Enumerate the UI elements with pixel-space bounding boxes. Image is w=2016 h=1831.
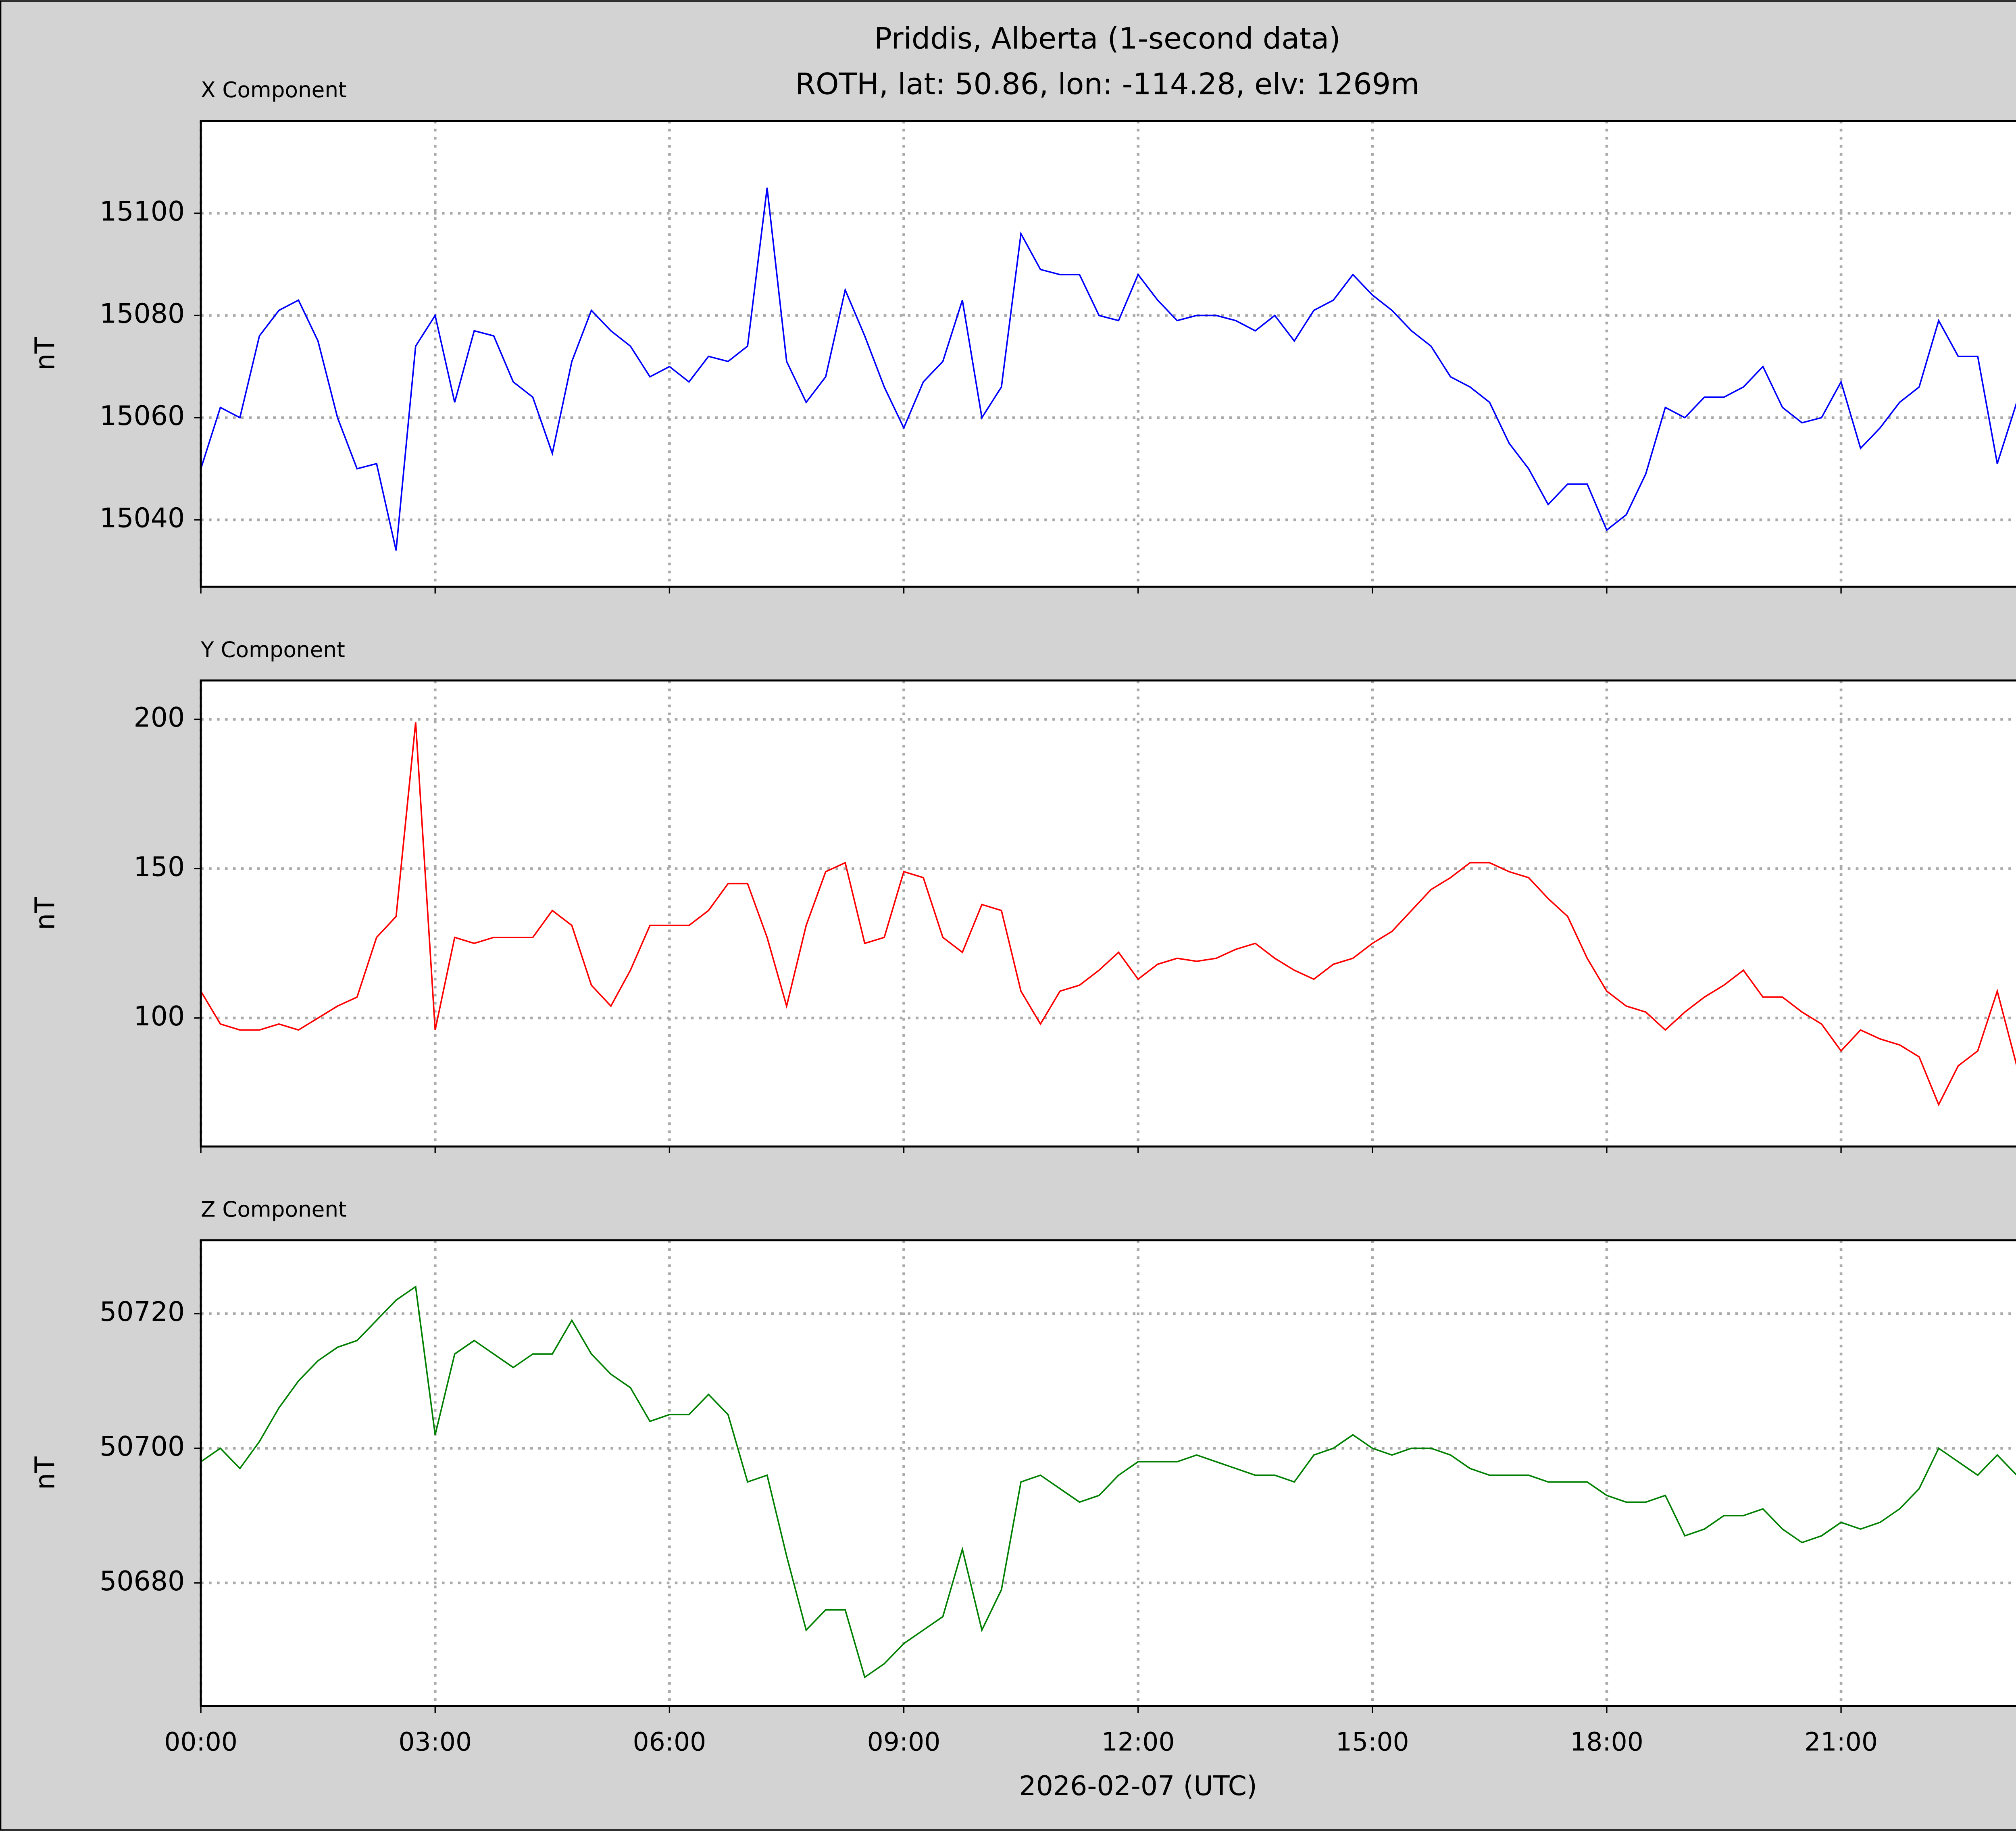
plot-frame: [200, 120, 2016, 588]
plot-frame: [200, 679, 2016, 1148]
series-group: [201, 1285, 2016, 1679]
y-tick-label: 100: [134, 1000, 185, 1032]
data-line: [201, 722, 2016, 1107]
y-axis-label: nT: [29, 1456, 60, 1490]
x-tick-label: 18:00: [1570, 1727, 1643, 1756]
x-tick-label: 21:00: [1804, 1727, 1878, 1756]
plot-area: [201, 680, 2016, 1147]
x-tick-label: 06:00: [633, 1727, 706, 1756]
figure-subtitle: ROTH, lat: 50.86, lon: -114.28, elv: 126…: [795, 67, 1419, 101]
data-line: [201, 187, 2016, 551]
y-tick-label: 15040: [100, 502, 185, 533]
subplot-title: Y Component: [200, 637, 345, 662]
y-tick-label: 50720: [100, 1296, 185, 1327]
data-line: [201, 1285, 2016, 1679]
x-tick-label: 12:00: [1102, 1727, 1175, 1756]
y-axis-label: nT: [29, 337, 60, 371]
x-tick-label: 00:00: [164, 1727, 237, 1756]
figure-title: Priddis, Alberta (1-second data): [874, 21, 1341, 56]
y-axis-label: nT: [29, 897, 60, 930]
series-group: [201, 722, 2016, 1107]
subplot-title: X Component: [201, 77, 347, 102]
y-tick-label: 200: [134, 702, 185, 733]
y-tick-label: 50700: [100, 1431, 185, 1462]
subplot-title: Z Component: [201, 1197, 347, 1222]
y-tick-label: 15080: [100, 298, 185, 329]
y-tick-label: 15100: [100, 196, 185, 227]
x-tick-label: 03:00: [398, 1727, 472, 1756]
y-tick-label: 150: [134, 851, 185, 882]
plot-area: [201, 121, 2016, 587]
series-group: [201, 187, 2016, 551]
x-tick-label: 15:00: [1336, 1727, 1409, 1756]
plot-area: [201, 1240, 2016, 1706]
y-tick-label: 50680: [100, 1565, 185, 1597]
plot-frame: [200, 1239, 2016, 1707]
x-axis-label: 2026-02-07 (UTC): [1019, 1770, 1257, 1802]
y-tick-label: 15060: [100, 400, 185, 431]
x-tick-label: 09:00: [867, 1727, 941, 1756]
